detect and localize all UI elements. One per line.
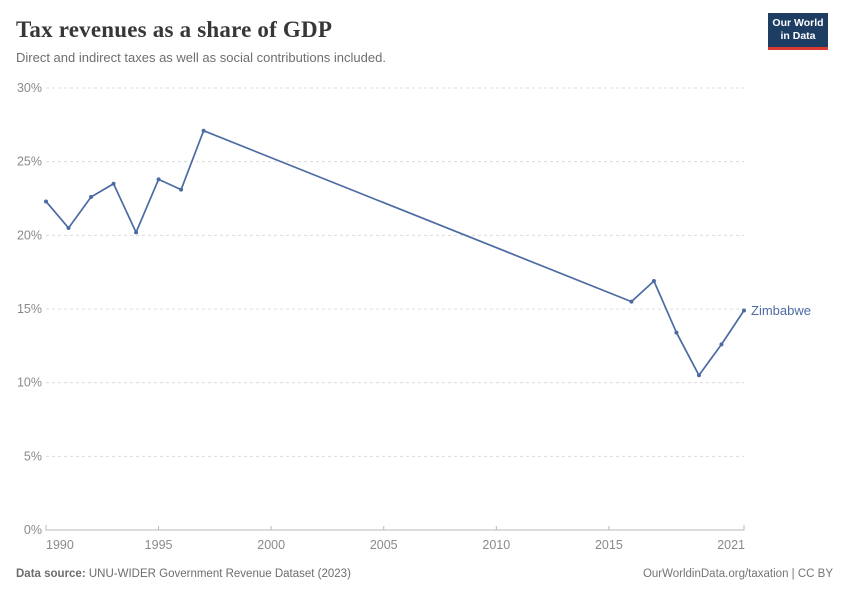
data-point[interactable]	[89, 195, 94, 200]
page-title: Tax revenues as a share of GDP	[16, 17, 333, 42]
owid-logo-line1: Our World	[772, 17, 824, 29]
y-axis-tick-label: 25%	[17, 155, 42, 169]
data-source: Data source: UNU-WIDER Government Revenu…	[16, 568, 351, 580]
x-axis-tick-label: 2000	[257, 538, 285, 552]
chart-footer: Data source: UNU-WIDER Government Revenu…	[16, 568, 833, 580]
data-source-text: UNU-WIDER Government Revenue Dataset (20…	[85, 568, 351, 580]
data-point[interactable]	[719, 342, 724, 347]
series-line-zimbabwe[interactable]	[45, 129, 745, 377]
x-axis-tick-label: 2005	[370, 538, 398, 552]
data-point[interactable]	[44, 199, 48, 204]
y-axis-tick-label: 5%	[24, 449, 42, 463]
x-axis-tick-label: 2015	[595, 538, 623, 552]
data-point[interactable]	[156, 177, 161, 182]
data-point[interactable]	[134, 230, 139, 235]
data-point[interactable]	[111, 181, 116, 186]
data-point[interactable]	[629, 299, 634, 304]
y-axis-tick-label: 30%	[17, 81, 42, 95]
owid-logo[interactable]: Our World in Data	[768, 13, 828, 50]
data-point[interactable]	[674, 330, 679, 335]
x-axis	[45, 525, 745, 531]
x-axis-tick-label: 2021	[717, 538, 745, 552]
y-axis-tick-label: 10%	[17, 376, 42, 390]
data-point[interactable]	[696, 373, 701, 378]
data-point[interactable]	[742, 308, 746, 313]
data-point[interactable]	[201, 128, 206, 133]
data-point[interactable]	[66, 225, 71, 230]
x-axis-tick-label: 1990	[46, 538, 74, 552]
series-label-zimbabwe[interactable]: Zimbabwe	[751, 303, 811, 318]
data-source-label: Data source:	[16, 568, 86, 580]
owid-logo-line2: in Data	[780, 29, 816, 42]
data-point[interactable]	[179, 187, 184, 192]
x-axis-tick-label: 2010	[482, 538, 510, 552]
data-point[interactable]	[651, 279, 656, 284]
y-axis-tick-label: 15%	[17, 302, 42, 316]
y-axis-tick-label: 0%	[24, 523, 42, 537]
x-axis-tick-label: 1995	[145, 538, 173, 552]
chart-subtitle: Direct and indirect taxes as well as soc…	[16, 50, 386, 65]
credit-link[interactable]: OurWorldinData.org/taxation | CC BY	[642, 568, 833, 580]
y-axis-tick-label: 20%	[17, 228, 42, 242]
